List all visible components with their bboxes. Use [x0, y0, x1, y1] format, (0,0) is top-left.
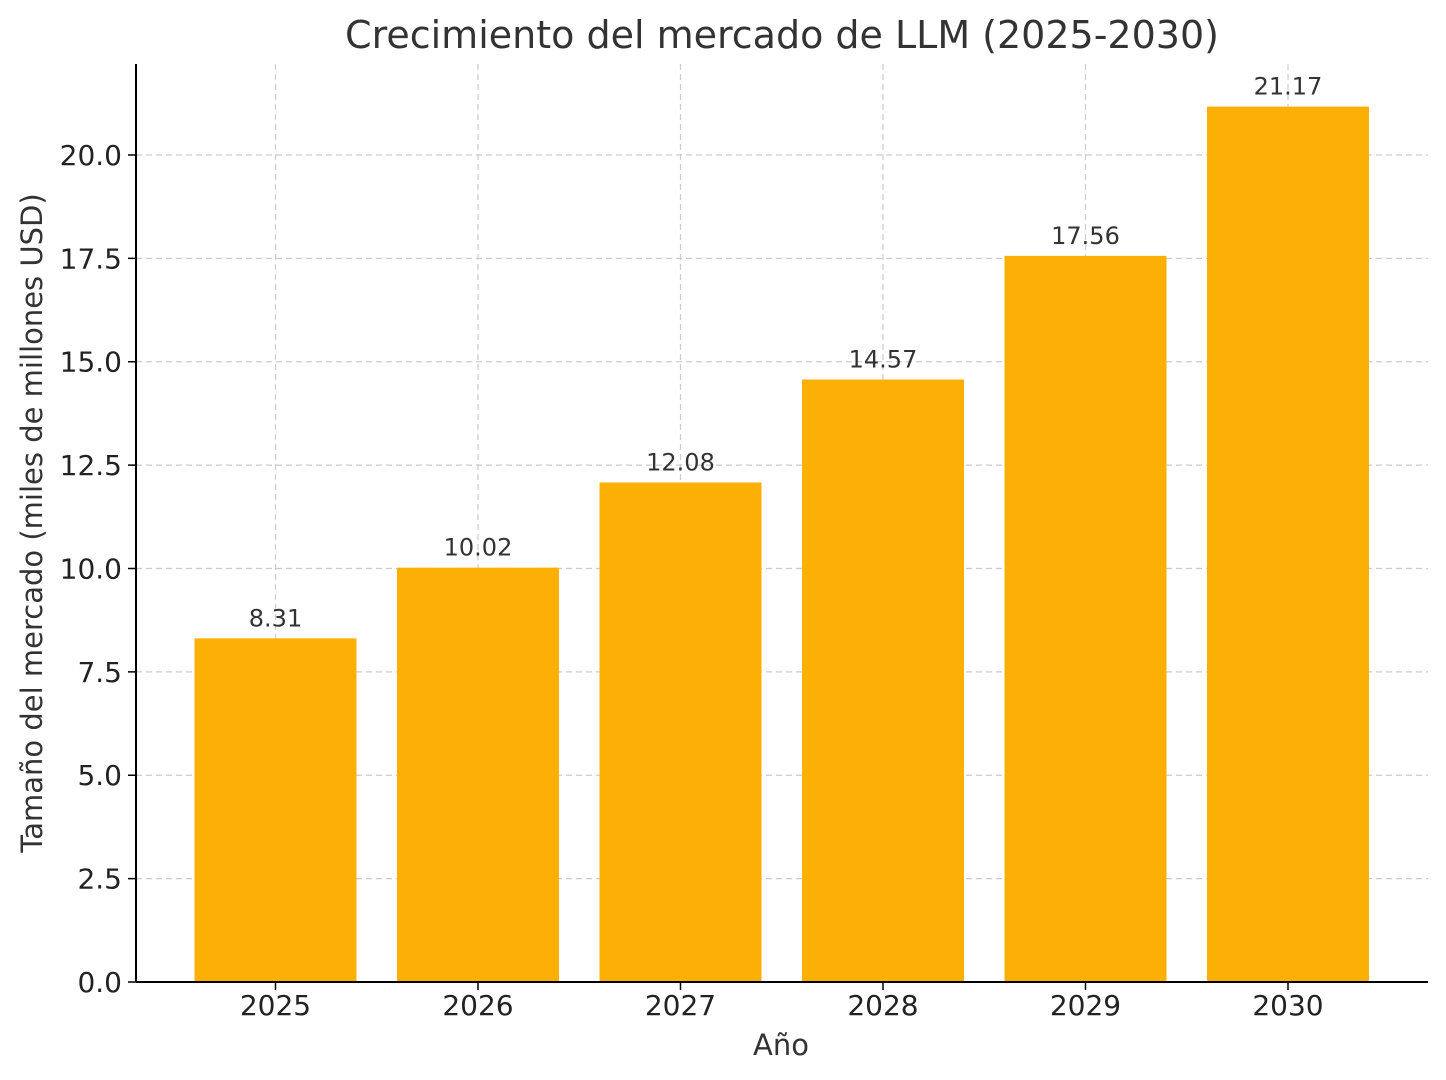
- data-label: 21.17: [1254, 73, 1323, 101]
- y-tick-label: 7.5: [77, 656, 122, 689]
- labels: Crecimiento del mercado de LLM (2025-203…: [15, 13, 1322, 1062]
- y-tick-label: 5.0: [77, 759, 122, 792]
- y-tick-label: 12.5: [60, 449, 122, 482]
- bar-2028: [802, 379, 964, 982]
- y-tick-label: 17.5: [60, 242, 122, 275]
- chart-title: Crecimiento del mercado de LLM (2025-203…: [345, 13, 1219, 57]
- y-tick-label: 2.5: [77, 863, 122, 896]
- x-axis-label: Año: [753, 1028, 809, 1062]
- bar-2026: [397, 567, 559, 982]
- x-tick-label: 2026: [442, 989, 513, 1022]
- bar-2025: [194, 638, 357, 982]
- data-label: 17.56: [1051, 222, 1120, 250]
- y-tick-label: 20.0: [60, 139, 122, 172]
- bar-2030: [1207, 106, 1369, 982]
- axes: 0.0 2.5 5.0 7.5 10.0 12.5 15.0 17.5 20.0 2025 2026…: [60, 64, 1428, 1022]
- bar-2027: [599, 482, 762, 982]
- data-label: 14.57: [849, 346, 918, 374]
- bars: [194, 106, 1369, 983]
- y-tick-label: 0.0: [77, 966, 122, 999]
- bar-2029: [1004, 255, 1167, 983]
- x-tick-label: 2027: [645, 989, 716, 1022]
- y-tick-label: 15.0: [60, 346, 122, 379]
- x-tick-label: 2025: [240, 989, 311, 1022]
- data-label: 12.08: [646, 448, 715, 476]
- x-tick-label: 2030: [1252, 989, 1323, 1022]
- data-label: 10.02: [444, 534, 513, 562]
- y-tick-label: 10.0: [60, 552, 122, 585]
- y-axis-label: Tamaño del mercado (miles de millones US…: [15, 193, 49, 853]
- x-tick-label: 2029: [1050, 989, 1121, 1022]
- x-tick-label: 2028: [847, 989, 918, 1022]
- data-label: 8.31: [249, 604, 302, 632]
